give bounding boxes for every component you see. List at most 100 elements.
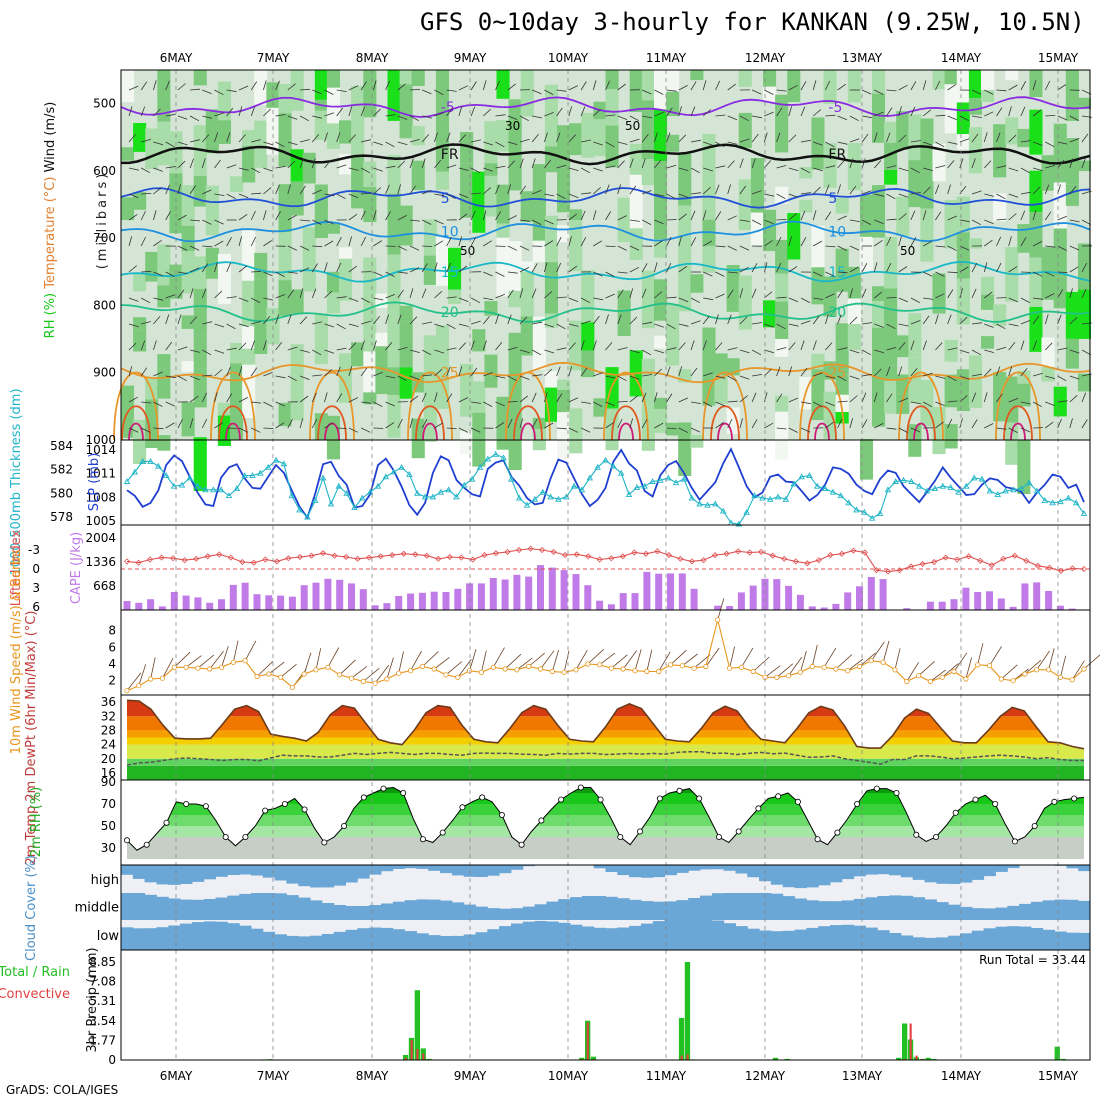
wind-barb [1069,395,1078,403]
cloud-cell [983,928,996,950]
wind-speed-point [372,680,378,686]
wind-barb [263,316,271,325]
wind-speed-line [126,619,1085,692]
precip-total-bar [426,1058,432,1060]
wind-barb [446,262,452,273]
wind-barb [263,427,274,429]
wind-speed-point [892,667,898,673]
wind-barb [312,321,323,325]
wind-barb [409,288,414,299]
cloud-cell [156,896,169,920]
wind-barb [190,139,200,143]
surface-wind-barb [705,647,720,667]
wind-barb [495,184,500,195]
wind-barb [311,392,317,403]
cloud-cell [1007,926,1020,950]
rh-point [419,836,426,843]
wind-barb [299,375,310,380]
isotherm-line [120,96,1091,118]
wind-barb [250,367,258,377]
wind-barb [971,392,977,403]
wind-barb [788,342,796,351]
rh-point [716,834,723,841]
wind-barb [727,289,734,299]
wind-speed-point [963,676,969,682]
wind-barb [751,263,758,273]
wind-barb [422,321,433,325]
wind-barb [678,323,689,327]
temp-band [127,744,1084,759]
rh-cell [157,121,171,166]
rh-cell [702,327,716,357]
rh-cell [1005,422,1019,465]
rh-cell [1029,70,1043,97]
wind-barb [764,111,774,117]
wind-barb [715,114,726,117]
wind-barb [470,427,481,433]
wind-barb [458,323,469,327]
wind-barb [959,219,970,223]
rh-cell [884,121,898,143]
temp-tick: 16 [101,766,116,780]
rh-cell [472,171,486,193]
wind-barb [800,106,806,117]
cloud-cell [475,865,488,877]
wind-barb [361,401,372,404]
wind-barb [837,314,842,325]
cape-bar [277,595,285,610]
li-tick: 3 [32,581,40,595]
wind-barb [446,393,453,403]
thickness-point [162,472,170,479]
cloud-cell [121,927,134,950]
wind-barb [299,245,310,251]
wind-barb [764,368,772,377]
wind-barb [593,401,603,407]
wind-barb [813,401,823,408]
wind-barb [788,236,792,247]
wind-barb [1032,315,1040,325]
rh-fill [127,787,1084,859]
isotherm-label: FR [828,147,846,163]
rh-point [360,794,367,801]
rh-cell [1053,123,1067,171]
wind-barb [935,293,945,299]
cape-bar [466,583,474,610]
wind-barb [739,158,744,169]
wind-barb [446,164,457,169]
wind-barb [532,321,543,325]
wind-barb [702,109,712,117]
wind-barb [507,418,513,429]
wind-barb [715,80,721,91]
li-point [423,552,430,559]
wind-barb [140,236,146,247]
rh-cell [581,270,595,323]
rh-cell [157,435,171,451]
cloud-cell [416,865,429,869]
wind-speed-point [809,663,815,670]
cloud-cell [924,899,937,920]
li-point [354,555,361,562]
rh-cell [181,402,195,437]
rh-band [127,804,1084,815]
day-label-top: 9MAY [454,51,487,65]
wind-barb [348,193,359,199]
wind-barb [214,132,219,143]
wind-barb [923,240,933,247]
wind-barb [739,418,743,429]
temp-band [127,700,1084,717]
wind-barb [996,132,1001,143]
wind-barb [666,347,677,351]
thickness-tick: 580 [50,486,73,500]
rh-cell [932,70,946,90]
surface-wind-barb [197,654,215,669]
cloud-cell [404,900,417,920]
thickness-point [178,481,186,488]
cloud-cell [652,921,666,950]
wind-barb [495,271,505,277]
rh-cell [387,155,401,194]
rh-cell [968,98,982,115]
rh-cell [217,81,231,100]
surface-wind-barb [918,661,935,676]
wind-barb [690,320,701,325]
wind-barb [348,342,357,351]
